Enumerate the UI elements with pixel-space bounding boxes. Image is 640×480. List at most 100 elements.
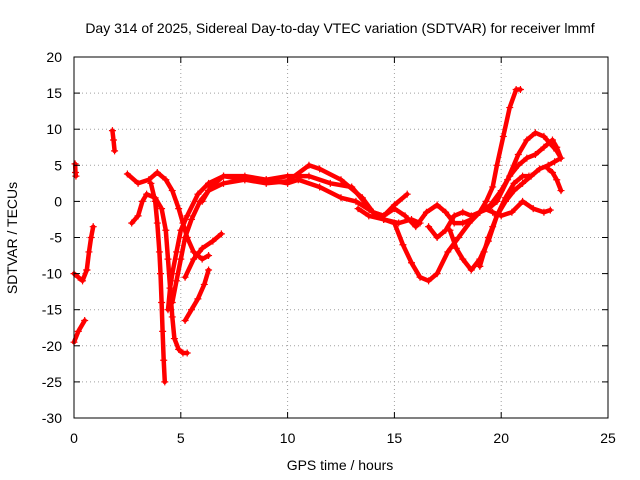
data-point [446,226,454,234]
data-point [326,179,334,187]
series-arc-2 [83,223,97,274]
data-point [207,183,215,191]
data-point [544,165,552,173]
data-point [205,179,213,187]
data-point [504,176,512,184]
data-point [183,212,191,220]
data-point [484,234,492,241]
data-point [401,212,409,220]
data-point [134,179,142,187]
data-point [380,215,388,223]
data-point [519,172,527,180]
data-point [181,317,189,325]
data-point [166,284,174,292]
data-point [190,248,198,256]
series-arc-15 [425,129,565,241]
data-point [465,219,473,227]
data-point [200,280,208,288]
data-point [508,208,516,216]
series-line [84,224,96,273]
series-line [129,191,190,356]
data-point [337,176,345,184]
data-point [198,244,206,252]
data-point [548,169,556,177]
data-point [523,154,531,162]
data-point [128,219,136,227]
data-point [173,248,181,256]
y-tick-label: 5 [54,157,62,173]
data-point [181,234,189,241]
y-tick-label: -5 [50,230,63,246]
data-point [476,208,484,216]
data-point [450,212,458,220]
data-point [354,205,362,213]
series-line [71,267,90,284]
data-point [493,197,501,205]
data-point [540,143,548,151]
data-point [111,147,119,155]
data-point [412,223,420,231]
data-point [74,273,82,281]
chart-title: Day 314 of 2025, Sidereal Day-to-day VTE… [85,20,594,36]
data-point [422,208,430,216]
y-tick-label: -25 [42,374,62,390]
data-point [489,183,497,191]
data-point [162,226,170,234]
data-point [433,270,441,278]
data-point [145,176,153,184]
data-point [160,356,168,364]
series-line [545,166,564,193]
data-point [358,194,366,202]
data-point [365,212,373,220]
data-point [158,205,166,213]
data-point [205,252,213,260]
x-tick-label: 5 [177,430,185,446]
data-point [433,234,441,241]
data-point [480,248,488,256]
data-point [305,172,313,180]
y-axis-label: SDTVAR / TECUs [4,182,20,294]
data-point [536,165,544,173]
data-point [407,259,415,267]
data-point [467,212,475,220]
data-point [151,197,159,205]
data-point [194,190,202,198]
y-tick-label: -10 [42,266,62,282]
data-point [557,154,565,162]
data-point [220,179,228,187]
x-tick-label: 25 [600,430,616,446]
data-point [540,132,548,140]
data-point [352,197,360,205]
data-point [190,255,198,263]
data-point [480,205,488,213]
data-point [510,179,518,187]
data-point [546,206,554,214]
y-tick-label: -30 [42,410,62,426]
data-point [516,85,524,93]
data-point [170,335,178,343]
data-point [519,197,527,205]
y-tick-labels: -30 -25 -20 -15 -10 -5 0 5 10 15 20 [42,49,62,426]
data-point [499,132,507,140]
data-point [89,223,97,231]
data-point [262,176,270,184]
data-point [284,179,292,187]
data-point [138,197,146,205]
data-point [79,277,87,285]
data-point [467,266,475,274]
data-point [147,179,155,187]
data-point [153,219,161,227]
data-point [523,136,531,144]
data-point [162,176,170,184]
data-point [217,230,225,238]
data-point [305,161,313,169]
data-point [241,172,249,180]
data-point [83,266,91,274]
data-point [497,212,505,220]
data-point [459,219,467,227]
data-point [168,313,176,321]
x-tick-label: 20 [493,430,509,446]
x-axis-label: GPS time / hours [287,457,394,473]
